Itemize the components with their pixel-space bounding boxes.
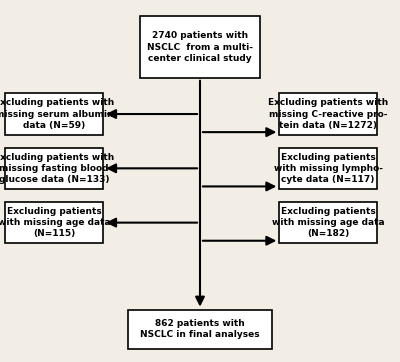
FancyBboxPatch shape <box>128 310 272 349</box>
FancyBboxPatch shape <box>279 202 377 243</box>
Text: Excluding patients with
missing serum albumin
data (N=59): Excluding patients with missing serum al… <box>0 98 114 130</box>
FancyBboxPatch shape <box>140 16 260 78</box>
FancyBboxPatch shape <box>5 93 103 135</box>
FancyBboxPatch shape <box>5 148 103 189</box>
Text: Excluding patients with
missing fasting blood
glucose data (N=133): Excluding patients with missing fasting … <box>0 153 114 184</box>
Text: 2740 patients with
NSCLC  from a multi-
center clinical study: 2740 patients with NSCLC from a multi- c… <box>147 31 253 63</box>
Text: Excluding patients
with missing lympho-
cyte data (N=117): Excluding patients with missing lympho- … <box>274 153 382 184</box>
FancyBboxPatch shape <box>5 202 103 243</box>
FancyBboxPatch shape <box>279 93 377 135</box>
Text: Excluding patients
with missing age data
(N=115): Excluding patients with missing age data… <box>0 207 110 238</box>
Text: Excluding patients
with missing age data
(N=182): Excluding patients with missing age data… <box>272 207 384 238</box>
FancyBboxPatch shape <box>279 148 377 189</box>
Text: Excluding patients with
missing C-reactive pro-
tein data (N=1272): Excluding patients with missing C-reacti… <box>268 98 388 130</box>
Text: 862 patients with
NSCLC in final analyses: 862 patients with NSCLC in final analyse… <box>140 319 260 340</box>
